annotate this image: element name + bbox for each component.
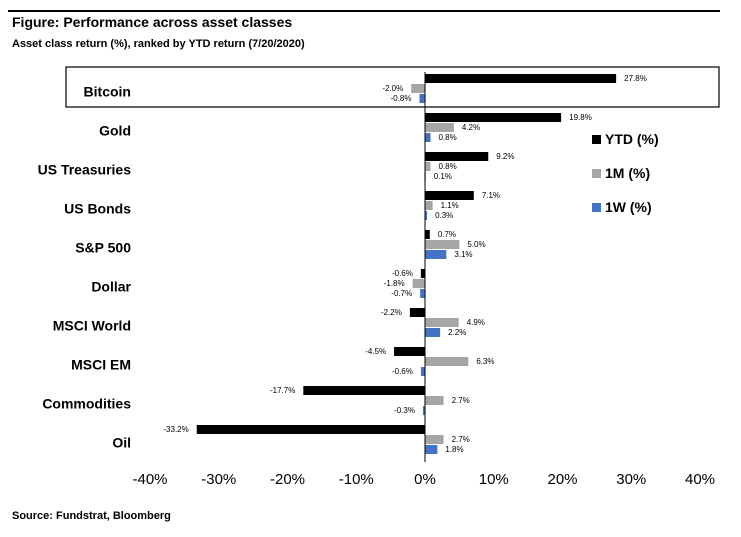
bar-1w [425,211,428,220]
x-tick-label: 10% [479,471,509,488]
bar-ytd [420,269,425,278]
x-tick-label: 40% [685,471,715,488]
highlight-box [65,66,720,108]
data-label: -1.8% [384,279,405,288]
bar-1w [425,250,447,259]
data-label: -0.6% [392,367,413,376]
figure-title: Figure: Performance across asset classes [12,14,293,30]
data-label: 4.2% [462,123,480,132]
bar-1m [425,240,460,249]
data-label: 2.2% [448,328,466,337]
data-label: 6.3% [476,357,494,366]
data-label: 0.3% [435,211,453,220]
x-tick-label: -40% [132,471,167,488]
x-tick-label: -10% [339,471,374,488]
data-label: 9.2% [496,152,514,161]
data-label: -0.6% [392,269,413,278]
category-label: US Bonds [64,201,131,217]
x-tick-label: -20% [270,471,305,488]
data-label: -4.5% [365,347,386,356]
data-label: -2.2% [381,308,402,317]
x-tick-label: -30% [201,471,236,488]
data-label: 0.8% [439,133,457,142]
legend-label: 1W (%) [605,199,652,215]
bar-1m [425,357,469,366]
category-label: Dollar [91,279,131,295]
data-label: -0.7% [391,289,412,298]
data-label: 7.1% [482,191,500,200]
bar-1m [425,123,454,132]
legend-label: 1M (%) [605,165,650,181]
data-label: 1.8% [445,445,463,454]
data-label: -0.8% [391,94,412,103]
data-label: -2.0% [382,84,403,93]
bar-1w [420,289,425,298]
data-label: 2.7% [452,435,470,444]
category-label: Oil [112,435,131,451]
data-label: 0.1% [434,172,452,181]
data-label: 5.0% [467,240,485,249]
category-label: MSCI EM [71,357,131,373]
bar-1w [425,133,431,142]
data-label: -17.7% [270,386,295,395]
bar-ytd [409,308,425,317]
legend-label: YTD (%) [605,131,659,147]
data-label: 0.7% [438,230,456,239]
bar-ytd [394,347,425,356]
x-tick-label: 0% [414,471,436,488]
category-label: S&P 500 [75,240,131,256]
bar-1m [425,318,459,327]
legend-swatch [592,135,601,144]
category-label: US Treasuries [38,162,132,178]
data-label: 19.8% [569,113,592,122]
bar-1m [425,162,431,171]
bar-1w [419,94,425,103]
category-label: Bitcoin [84,84,131,100]
bar-1m [412,279,425,288]
bar-ytd [425,152,489,161]
category-label: Commodities [42,396,131,412]
data-label: 3.1% [454,250,472,259]
top-rule [8,10,720,12]
data-label: 4.9% [467,318,485,327]
legend-swatch [592,203,601,212]
data-label: 27.8% [624,74,647,83]
bar-1m [425,396,444,405]
source-note: Source: Fundstrat, Bloomberg [12,510,171,522]
category-label: MSCI World [53,318,131,334]
data-label: -0.3% [394,406,415,415]
bar-ytd [425,74,617,83]
bar-1m [425,201,433,210]
bar-ytd [425,230,430,239]
bar-1m [411,84,425,93]
x-tick-label: 20% [547,471,577,488]
bar-1w [425,445,438,454]
data-label: 0.8% [439,162,457,171]
data-label: 2.7% [452,396,470,405]
bar-ytd [303,386,425,395]
bar-1m [425,435,444,444]
bar-1w [420,367,425,376]
figure-subtitle: Asset class return (%), ranked by YTD re… [12,38,305,50]
legend-swatch [592,169,601,178]
bar-ytd [196,425,425,434]
bar-1w [422,406,425,415]
data-label: -33.2% [163,425,188,434]
bar-1w [425,328,441,337]
category-label: Gold [99,123,131,139]
bar-ytd [425,113,562,122]
x-tick-label: 30% [616,471,646,488]
data-label: 1.1% [441,201,459,210]
bar-ytd [425,191,474,200]
